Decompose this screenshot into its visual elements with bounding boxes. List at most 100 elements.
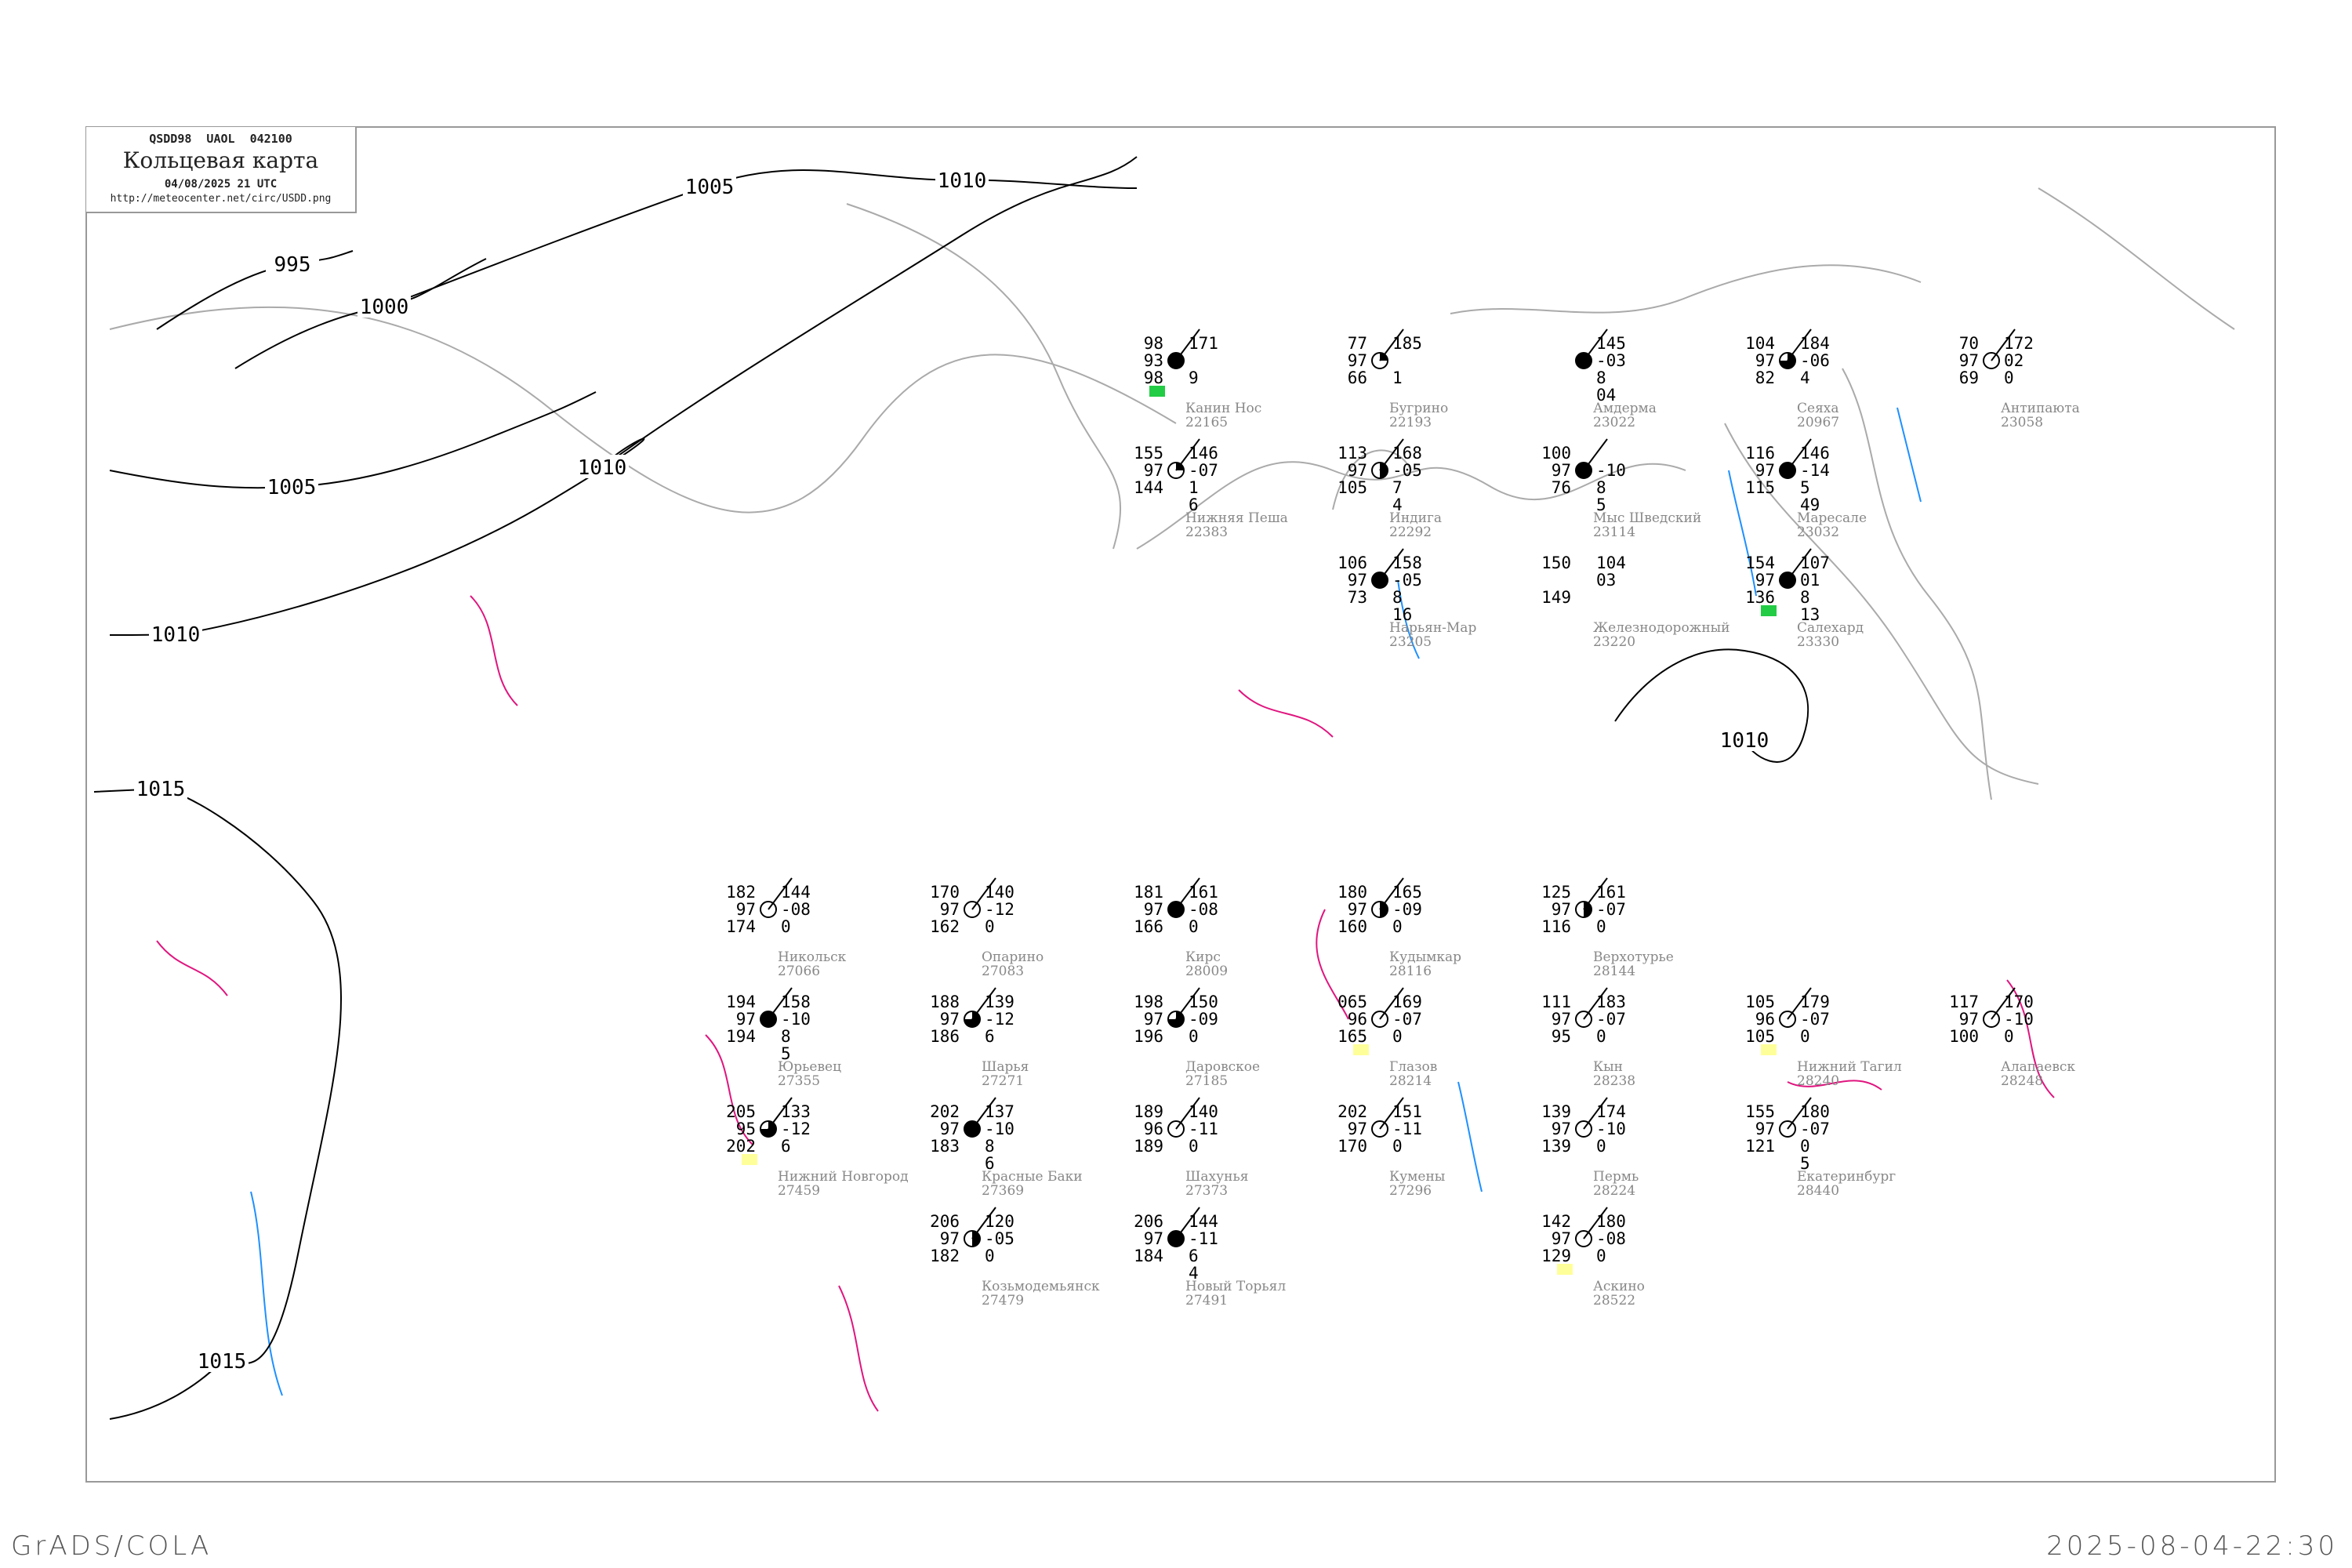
station-value-left: 106 — [1338, 554, 1367, 572]
station-value-left: 198 — [1134, 993, 1163, 1011]
weather-marker — [1353, 1044, 1369, 1055]
station-name: Никольск — [778, 949, 847, 965]
station-value-right: 8 — [1800, 588, 1810, 607]
station-value-left: 155 — [1134, 444, 1163, 463]
station-value-right: 0 — [1596, 1247, 1606, 1265]
station-value-left: 97 — [940, 1120, 960, 1138]
station-value-left: 202 — [1338, 1102, 1367, 1121]
station-name: Железнодорожный — [1593, 620, 1730, 636]
station-value-right: 140 — [985, 883, 1014, 902]
station-id: 28214 — [1389, 1073, 1432, 1089]
station-value-right: 8 — [781, 1027, 791, 1046]
isobar-label: 1000 — [360, 296, 409, 319]
isallobar-line — [1787, 1080, 1882, 1091]
bulletin-code: QSDD98 UAOL 042100 — [149, 132, 292, 146]
station-name: Юрьевец — [778, 1059, 841, 1075]
station-value-left: 117 — [1949, 993, 1979, 1011]
station-id: 23330 — [1797, 634, 1839, 650]
station-value-right: 03 — [1596, 571, 1616, 590]
coastline — [1842, 368, 1992, 800]
station-name: Пермь — [1593, 1169, 1639, 1185]
station-value-right: 183 — [1596, 993, 1626, 1011]
wind-barb-icon — [1175, 877, 1200, 910]
station-value-left: 202 — [930, 1102, 960, 1121]
station-value-right: -07 — [1189, 461, 1218, 480]
isallobar-line — [156, 940, 228, 996]
coastline — [1332, 449, 1412, 510]
station-id: 23058 — [2001, 415, 2043, 430]
station-value-left: 104 — [1745, 334, 1775, 353]
station-value-left: 100 — [1949, 1027, 1979, 1046]
station-id: 28224 — [1593, 1183, 1635, 1199]
station-value-right: 170 — [2004, 993, 2034, 1011]
station-name: Индига — [1389, 510, 1442, 526]
station-value-left: 196 — [1134, 1027, 1163, 1046]
wind-barb-icon — [1991, 987, 2016, 1020]
station-id: 28522 — [1593, 1293, 1635, 1308]
station-value-left: 97 — [940, 900, 960, 919]
station-value-right: 179 — [1800, 993, 1830, 1011]
station-value-left: 95 — [1552, 1027, 1571, 1046]
station-value-right: 6 — [985, 1027, 995, 1046]
station-value-right: -09 — [1392, 900, 1422, 919]
isobar-label-bg — [265, 474, 318, 498]
station-value-right: 8 — [985, 1137, 995, 1156]
footer-grads-label: GrADS/COLA — [11, 1530, 212, 1562]
station-value-left: 97 — [1348, 351, 1367, 370]
wind-barb-icon — [1175, 1097, 1200, 1130]
station-value-left: 97 — [1348, 461, 1367, 480]
wind-barb-icon — [1787, 987, 1812, 1020]
station-name: Шарья — [982, 1059, 1029, 1075]
weather-marker — [1557, 1264, 1573, 1275]
coastline — [2038, 187, 2235, 330]
station-value-left: 96 — [1755, 1010, 1775, 1029]
station-name: Аскино — [1593, 1279, 1645, 1294]
station-value-right: 0 — [1800, 1137, 1810, 1156]
station-value-right: 0 — [781, 917, 791, 936]
station-value-right: 1 — [1189, 478, 1199, 497]
source-url[interactable]: http://meteocenter.net/circ/USDD.png — [110, 193, 332, 205]
station-value-right: -10 — [1596, 461, 1626, 480]
station-value-right: 9 — [1189, 368, 1199, 387]
station-value-left: 181 — [1134, 883, 1163, 902]
station-name: Красные Баки — [982, 1169, 1083, 1185]
station-value-right: 104 — [1596, 554, 1626, 572]
station-name: Шахунья — [1185, 1169, 1248, 1185]
station-value-right: 0 — [1800, 1027, 1810, 1046]
footer-timestamp: 2025-08-04-22:30 — [2046, 1530, 2338, 1562]
coastline — [1136, 461, 1686, 550]
station-value-right: 02 — [2004, 351, 2024, 370]
station-value-right: -06 — [1800, 351, 1830, 370]
isobar-label-bg — [149, 622, 202, 645]
station-value-left: 97 — [1144, 1229, 1163, 1248]
station-value-left: 183 — [930, 1137, 960, 1156]
station-id: 27459 — [778, 1183, 820, 1199]
station-value-right: -05 — [985, 1229, 1014, 1248]
station-value-right: -11 — [1189, 1120, 1218, 1138]
isobar-label: 1005 — [267, 476, 317, 499]
station-value-right: -14 — [1800, 461, 1830, 480]
station-value-right: -10 — [985, 1120, 1014, 1138]
station-value-right: 171 — [1189, 334, 1218, 353]
station-value-right: -07 — [1596, 900, 1626, 919]
station-value-right: 168 — [1392, 444, 1422, 463]
weather-marker — [1761, 605, 1777, 616]
station-value-right: 107 — [1800, 554, 1830, 572]
wind-barb-icon — [1583, 328, 1608, 361]
station-value-left: 142 — [1541, 1212, 1571, 1231]
station-id: 23022 — [1593, 415, 1635, 430]
station-value-left: 189 — [1134, 1137, 1163, 1156]
coastline — [846, 203, 1121, 550]
station-name: Глазов — [1389, 1059, 1437, 1075]
station-value-right: 8 — [1596, 368, 1606, 387]
isobar-label-bg — [683, 174, 736, 198]
station-value-right: 184 — [1800, 334, 1830, 353]
station-name: Кирс — [1185, 949, 1221, 965]
